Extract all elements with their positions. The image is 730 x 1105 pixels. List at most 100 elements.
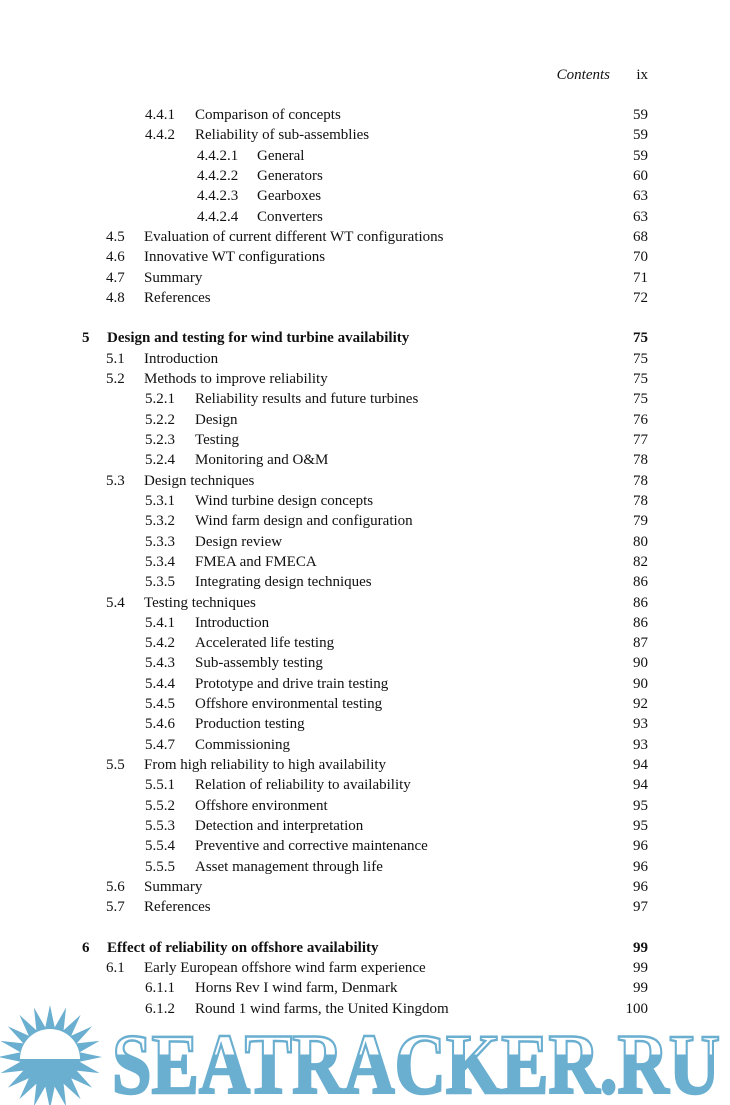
- toc-entry: 4.7 Summary 71: [0, 268, 730, 288]
- entry-number: 6.1.2: [145, 1000, 175, 1017]
- entry-title: Testing techniques: [144, 594, 256, 611]
- sun-icon: [0, 1005, 102, 1105]
- entry-title: Reliability results and future turbines: [195, 391, 419, 408]
- entry-page: 92: [633, 696, 648, 713]
- toc-entry: 4.6 Innovative WT configurations 70: [0, 247, 730, 267]
- toc-entry: 5.4.5 Offshore environmental testing 92: [0, 694, 730, 714]
- entry-number: 4.4.2.2: [197, 167, 239, 184]
- entry-number: 5.5.5: [145, 858, 175, 875]
- entry-page: 79: [633, 513, 648, 530]
- entry-number: 5.5.2: [145, 797, 175, 814]
- toc-entry: 4.4.2.2 Generators 60: [0, 166, 730, 186]
- watermark-text: SEATRACKER.RU: [112, 1016, 720, 1105]
- toc-entry: 4.8 References 72: [0, 288, 730, 308]
- entry-number: 5.4.2: [145, 635, 175, 652]
- entry-title: Innovative WT configurations: [144, 249, 326, 266]
- toc-entry: 5.4.2 Accelerated life testing 87: [0, 633, 730, 653]
- toc-entry: 6.1.2 Round 1 wind farms, the United King…: [0, 999, 730, 1019]
- entry-title: Monitoring and O&M: [195, 452, 329, 469]
- entry-number: 5.4.7: [145, 736, 175, 753]
- entry-title: Horns Rev I wind farm, Denmark: [195, 980, 398, 997]
- entry-number: 5: [82, 330, 90, 347]
- entry-number: 5.6: [106, 878, 125, 895]
- entry-title: Design review: [195, 533, 283, 550]
- toc-entry: 5.5.5 Asset management through life 96: [0, 857, 730, 877]
- entry-number: 5.7: [106, 899, 125, 916]
- toc-entry: 6.1 Early European offshore wind farm exp…: [0, 958, 730, 978]
- entry-number: 4.4.2.1: [197, 147, 239, 164]
- entry-page: 59: [633, 127, 648, 144]
- entry-page: 87: [633, 635, 648, 652]
- entry-number: 4.5: [106, 228, 125, 245]
- running-title: Contents: [556, 67, 610, 83]
- toc-entry: 5.5 From high reliability to high availab…: [0, 755, 730, 775]
- toc-entry: 5.7 References 97: [0, 897, 730, 917]
- entry-number: 5.2.1: [145, 391, 175, 408]
- entry-title: Production testing: [195, 716, 305, 733]
- entry-number: 4.4.2: [145, 127, 175, 144]
- entry-number: 4.6: [106, 249, 125, 266]
- entry-page: 75: [633, 350, 648, 367]
- toc-entry: 5.4 Testing techniques 86: [0, 593, 730, 613]
- entry-number: 5.3: [106, 472, 125, 489]
- entry-page: 75: [633, 391, 648, 408]
- toc-entry: 5.5.4 Preventive and corrective maintenan…: [0, 836, 730, 856]
- entry-title: Summary: [144, 878, 203, 895]
- entry-title: Gearboxes: [257, 188, 322, 205]
- entry-title: Preventive and corrective maintenance: [195, 838, 428, 855]
- toc-entry: 4.4.2.3 Gearboxes 63: [0, 186, 730, 206]
- entry-page: 63: [633, 188, 648, 205]
- entry-title: Detection and interpretation: [195, 817, 364, 834]
- entry-title: Reliability of sub-assemblies: [195, 127, 370, 144]
- entry-number: 5.3.3: [145, 533, 175, 550]
- entry-title: Effect of reliability on offshore availa…: [107, 939, 379, 956]
- toc-entry: 5.2.1 Reliability results and future turb…: [0, 389, 730, 409]
- toc-entry: 4.4.2 Reliability of sub-assemblies 59: [0, 125, 730, 145]
- entry-page: 72: [633, 289, 648, 306]
- entry-page: 94: [633, 757, 648, 773]
- entry-page: 93: [633, 736, 648, 753]
- entry-title: Comparison of concepts: [195, 107, 341, 123]
- entry-number: 5.2.4: [145, 452, 175, 469]
- entry-page: 90: [633, 655, 648, 672]
- toc-entry: 5.5.2 Offshore environment 95: [0, 796, 730, 816]
- entry-number: 6: [82, 939, 90, 956]
- entry-title: Sub-assembly testing: [195, 655, 323, 672]
- entry-title: General: [257, 147, 305, 164]
- entry-page: 90: [633, 675, 648, 692]
- toc-entry: 5.3.5 Integrating design techniques 86: [0, 572, 730, 592]
- entry-title: Introduction: [195, 614, 270, 631]
- entry-page: 99: [633, 939, 648, 956]
- entry-number: 5.5.4: [145, 838, 175, 855]
- entry-page: 96: [633, 858, 648, 875]
- entry-number: 4.4.2.3: [197, 188, 239, 205]
- toc-entry: 5.5.1 Relation of reliability to availabi…: [0, 775, 730, 795]
- table-of-contents: 4.4.1 Comparison of concepts 59 4.4.2 Reliab…: [0, 105, 730, 1019]
- entry-number: 5.3.2: [145, 513, 175, 530]
- entry-number: 5.4: [106, 594, 125, 611]
- toc-entry: 5.3.3 Design review 80: [0, 532, 730, 552]
- entry-page: 71: [633, 269, 648, 286]
- entry-page: 95: [633, 817, 648, 834]
- toc-entry: 6.1.1 Horns Rev I wind farm, Denmark 99: [0, 978, 730, 998]
- entry-title: Testing: [195, 432, 239, 448]
- entry-number: 5.3.4: [145, 553, 175, 570]
- entry-title: Methods to improve reliability: [144, 371, 328, 388]
- toc-chapter: 5 Design and testing for wind turbine ava…: [0, 328, 730, 348]
- entry-title: Wind farm design and configuration: [195, 513, 413, 530]
- entry-page: 94: [633, 777, 648, 794]
- entry-title: Design: [195, 411, 238, 428]
- entry-title: References: [144, 289, 211, 306]
- toc-entry: 5.3 Design techniques 78: [0, 471, 730, 491]
- entry-page: 59: [633, 107, 648, 123]
- toc-entry: 5.4.1 Introduction 86: [0, 613, 730, 633]
- toc-entry: 5.4.7 Commissioning 93: [0, 735, 730, 755]
- entry-title: Summary: [144, 269, 203, 286]
- toc-entry: 5.4.3 Sub-assembly testing 90: [0, 653, 730, 673]
- entry-title: From high reliability to high availabili…: [144, 757, 387, 773]
- entry-title: Generators: [257, 167, 323, 184]
- entry-page: 96: [633, 838, 648, 855]
- running-header: Contents ix: [0, 67, 730, 87]
- entry-page: 95: [633, 797, 648, 814]
- entry-number: 5.4.3: [145, 655, 175, 672]
